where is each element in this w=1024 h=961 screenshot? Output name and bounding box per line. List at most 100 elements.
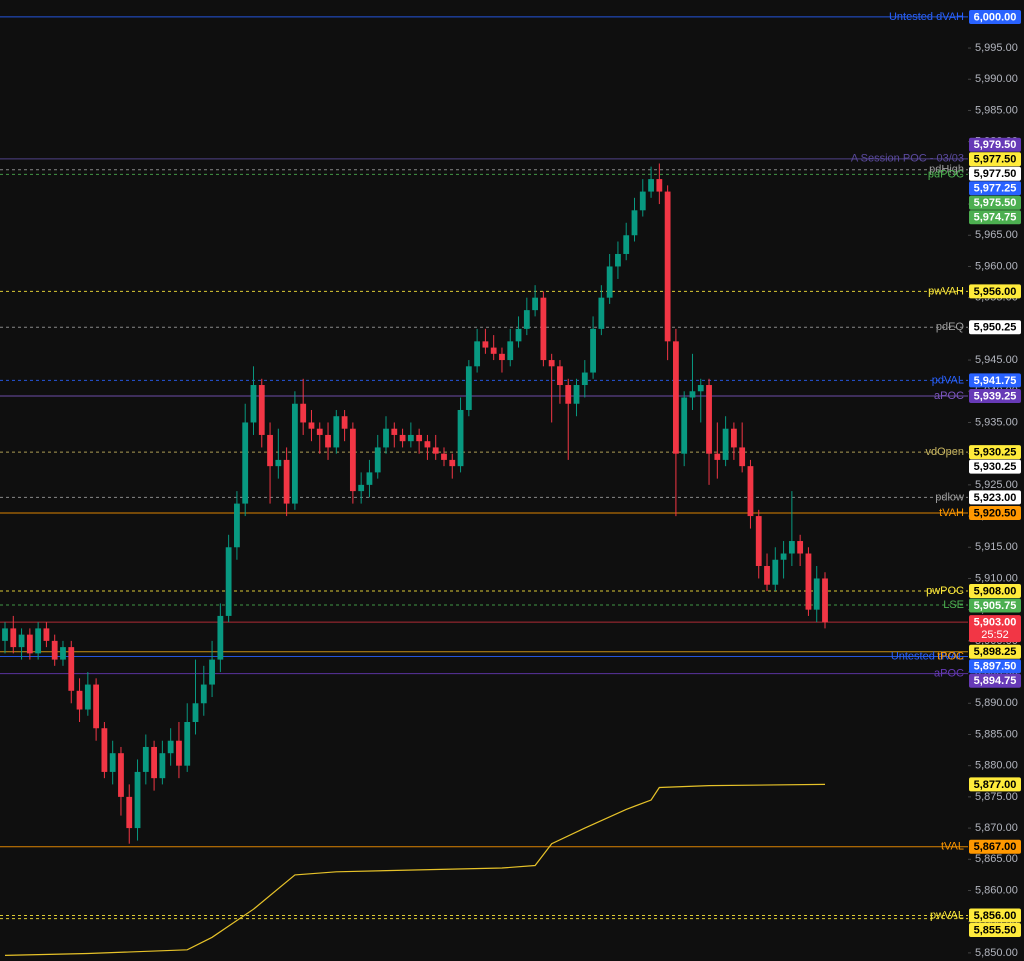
price-badge	[969, 166, 1021, 181]
candle-body	[656, 179, 663, 192]
price-badge-label: 5,977.25	[974, 183, 1017, 195]
price-badge-label: 5,855.50	[974, 924, 1017, 936]
price-badge-label: 5,930.25	[974, 447, 1017, 459]
candle-body	[76, 690, 83, 710]
price-badge	[969, 388, 1021, 403]
candle-body	[416, 434, 423, 442]
candle-body	[565, 385, 572, 404]
candle-body	[126, 796, 133, 829]
candle-body	[788, 541, 795, 554]
price-badge	[969, 459, 1021, 474]
price-badge	[969, 210, 1021, 225]
price-badge	[969, 181, 1021, 196]
price-badge-label: 5,897.50	[974, 661, 1017, 673]
last-price-value: 5,903.00	[974, 617, 1017, 629]
price-badge-label: 5,974.75	[974, 212, 1017, 224]
price-badge	[969, 839, 1021, 854]
price-badge	[969, 373, 1021, 388]
price-badge-label: 5,977.50	[974, 168, 1017, 180]
candle-body	[200, 684, 207, 704]
candle-body	[490, 347, 497, 354]
y-tick-label: 5,890.00	[975, 697, 1018, 709]
y-tick-label: 5,915.00	[975, 541, 1018, 553]
candle-body	[192, 703, 199, 722]
price-badge	[969, 445, 1021, 460]
candle-body	[747, 466, 754, 517]
candle-body	[739, 447, 746, 467]
price-badge	[969, 320, 1021, 335]
candle-body	[548, 360, 555, 367]
candle-body	[631, 210, 638, 236]
price-badge	[969, 583, 1021, 598]
price-badge	[969, 284, 1021, 299]
candle-body	[217, 615, 224, 660]
price-badge-label: 5,975.50	[974, 197, 1017, 209]
candle-body	[2, 628, 8, 641]
candle-body	[26, 634, 33, 654]
candle-body	[507, 341, 514, 361]
candle-body	[176, 740, 182, 766]
candle-body	[764, 565, 770, 585]
price-badge	[969, 505, 1021, 520]
candle-body	[366, 472, 373, 485]
price-badge	[969, 152, 1021, 167]
candle-body	[441, 453, 447, 460]
candle-body	[267, 434, 273, 467]
y-tick-label: 5,870.00	[975, 822, 1018, 834]
candle-body	[159, 753, 166, 779]
candle-body	[714, 453, 721, 460]
level-label: A Session POC - 03/03	[851, 153, 964, 165]
candle-body	[151, 746, 157, 779]
candle-body	[755, 516, 762, 566]
level-label: pdVAL	[932, 374, 964, 386]
y-tick-label: 5,910.00	[975, 572, 1018, 584]
candle-body	[391, 428, 398, 435]
y-tick-label: 5,885.00	[975, 728, 1018, 740]
candle-body	[225, 547, 232, 616]
last-price-badge	[969, 615, 1021, 643]
candle-body	[68, 647, 75, 691]
candle-body	[308, 422, 315, 429]
candle-body	[142, 746, 149, 772]
level-label: pwVAL	[930, 909, 964, 921]
candle-body	[250, 385, 257, 423]
candle-body	[10, 628, 17, 648]
candle-body	[383, 428, 389, 448]
price-badge-label: 5,979.50	[974, 139, 1017, 151]
candle-body	[615, 253, 621, 267]
y-tick-label: 5,850.00	[975, 947, 1018, 959]
candle-body	[482, 341, 489, 348]
y-tick-label: 5,985.00	[975, 104, 1018, 116]
candle-body	[18, 634, 25, 648]
price-badge-label: 5,908.00	[974, 585, 1017, 597]
candle-body	[449, 459, 456, 467]
candle-body	[557, 366, 563, 386]
price-badge-label: 5,920.50	[974, 507, 1017, 519]
candle-body	[109, 753, 116, 772]
candle-body	[573, 385, 580, 404]
price-badge	[969, 659, 1021, 674]
candle-body	[325, 434, 331, 448]
candle-body	[697, 385, 704, 392]
candle-body	[275, 459, 282, 467]
vwap-line	[4, 783, 826, 956]
candle-body	[623, 235, 630, 254]
candle-body	[523, 310, 530, 329]
y-tick-label: 5,990.00	[975, 73, 1018, 85]
y-tick-label: 5,865.00	[975, 853, 1018, 865]
level-label: pdPOC	[928, 168, 964, 180]
candle-body	[43, 628, 50, 641]
candle-body	[258, 385, 265, 435]
candle-body	[540, 297, 547, 361]
price-badge-label: 5,930.25	[974, 461, 1017, 473]
candle-body	[234, 503, 240, 548]
level-label: vdOpen	[925, 446, 964, 458]
candle-body	[772, 559, 779, 585]
candle-body	[673, 341, 679, 454]
candle-body	[689, 391, 696, 398]
candle-body	[457, 409, 464, 467]
candle-body	[51, 640, 58, 660]
level-label: Untested dVAL	[891, 650, 964, 662]
candle-body	[399, 434, 406, 442]
